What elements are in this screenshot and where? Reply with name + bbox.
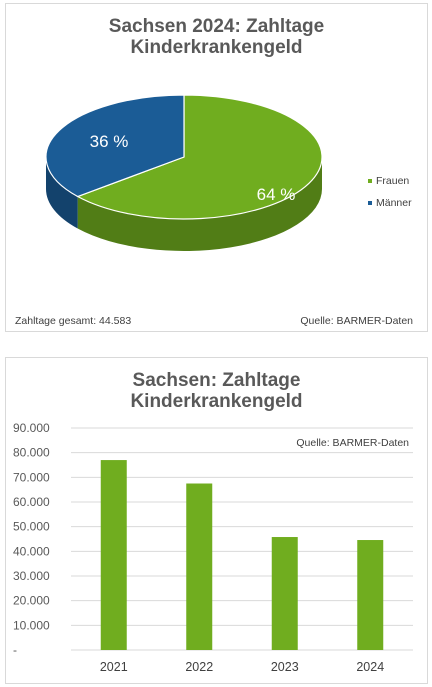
y-tick-label: -	[13, 643, 17, 657]
pie-side-männer	[46, 157, 78, 229]
pie-slice-frauen	[76, 94, 323, 220]
pie-total-note: Zahltage gesamt: 44.583	[15, 315, 132, 327]
pie-value-label-frauen: 64 %	[257, 185, 296, 204]
pie-source-note: Quelle: BARMER-Daten	[300, 315, 413, 327]
bar-chart-title: Sachsen: Zahltage Kinderkrankengeld	[6, 370, 427, 412]
x-tick-label-2021: 2021	[100, 660, 128, 674]
y-tick-label: 80.000	[13, 446, 50, 460]
bar-title-line-2: Kinderkrankengeld	[130, 391, 303, 412]
y-tick-label: 10.000	[13, 618, 50, 632]
y-tick-label: 60.000	[13, 495, 50, 509]
bar-2024	[357, 540, 384, 650]
bar-source-note: Quelle: BARMER-Daten	[296, 437, 409, 449]
pie-title-line-1: Sachsen 2024: Zahltage	[108, 16, 325, 37]
y-tick-label: 50.000	[13, 520, 50, 534]
legend-label-männer: Männer	[376, 197, 412, 209]
pie-chart-panel: Sachsen 2024: Zahltage Kinderkrankengeld…	[5, 3, 428, 332]
pie-chart-title: Sachsen 2024: Zahltage Kinderkrankengeld	[6, 16, 427, 58]
legend-label-frauen: Frauen	[376, 175, 409, 187]
y-tick-label: 70.000	[13, 470, 50, 484]
x-tick-label-2023: 2023	[271, 660, 299, 674]
pie-value-label-männer: 36 %	[90, 132, 129, 151]
pie-slice-männer	[45, 94, 185, 198]
x-tick-label-2024: 2024	[356, 660, 384, 674]
y-tick-label: 20.000	[13, 594, 50, 608]
y-tick-label: 30.000	[13, 569, 50, 583]
bar-chart-panel: Sachsen: Zahltage Kinderkrankengeld - 10.…	[5, 357, 428, 684]
x-tick-label-2022: 2022	[185, 660, 213, 674]
bar-2023	[271, 537, 298, 650]
bar-2022	[186, 483, 213, 650]
y-tick-label: 40.000	[13, 544, 50, 558]
pie-title-line-2: Kinderkrankengeld	[130, 37, 303, 58]
bar-chart-svg: - 10.000 20.000 30.000 40.000 50.000 60.000 70.…	[13, 421, 413, 674]
legend-swatch-frauen	[368, 179, 372, 183]
y-tick-label: 90.000	[13, 421, 50, 435]
bar-title-line-1: Sachsen: Zahltage	[132, 370, 301, 391]
legend-swatch-männer	[368, 201, 372, 205]
bar-2021	[100, 460, 127, 650]
pie-chart-svg: 64 % 36 % Frauen Männer	[45, 94, 412, 252]
pie-side-frauen	[77, 157, 322, 252]
